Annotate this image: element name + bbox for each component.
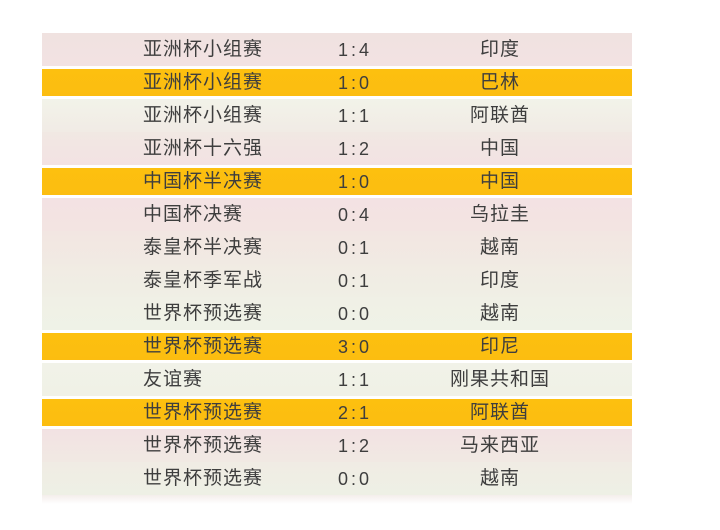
opponent-cell: 印尼	[479, 336, 520, 357]
opponent-cell: 越南	[479, 237, 520, 258]
table-row: 亚洲杯小组赛 1:0 巴林	[42, 66, 632, 99]
score-cell: 0:4	[337, 204, 373, 225]
table-row: 友谊赛 1:1 刚果共和国	[42, 363, 632, 396]
opponent-cell: 刚果共和国	[449, 369, 550, 390]
opponent-cell: 印度	[479, 39, 520, 60]
score-cell: 1:2	[337, 435, 373, 456]
opponent-cell: 阿联酋	[469, 105, 530, 126]
table-row: 世界杯预选赛 0:0 越南	[42, 462, 632, 495]
competition-cell: 世界杯预选赛	[143, 303, 264, 324]
competition-cell: 世界杯预选赛	[143, 402, 264, 423]
competition-cell: 亚洲杯小组赛	[143, 72, 264, 93]
opponent-cell: 越南	[479, 468, 520, 489]
table-row: 世界杯预选赛 3:0 印尼	[42, 330, 632, 363]
competition-cell: 友谊赛	[143, 369, 204, 390]
score-cell: 0:1	[337, 237, 373, 258]
table-row: 中国杯半决赛 1:0 中国	[42, 165, 632, 198]
opponent-cell: 马来西亚	[459, 435, 540, 456]
table-row: 世界杯预选赛 1:2 马来西亚	[42, 429, 632, 462]
score-cell: 0:1	[337, 270, 373, 291]
table-row: 泰皇杯季军战 0:1 印度	[42, 264, 632, 297]
score-cell: 0:0	[337, 303, 373, 324]
table-row: 中国杯决赛 0:4 乌拉圭	[42, 198, 632, 231]
opponent-cell: 中国	[479, 171, 520, 192]
table-row: 泰皇杯半决赛 0:1 越南	[42, 231, 632, 264]
competition-cell: 泰皇杯半决赛	[143, 237, 264, 258]
results-table: 亚洲杯小组赛 1:4 印度 亚洲杯小组赛 1:0 巴林 亚洲杯小组赛 1:1 阿…	[42, 33, 632, 495]
score-cell: 1:4	[337, 39, 373, 60]
competition-cell: 泰皇杯季军战	[143, 270, 264, 291]
score-cell: 1:1	[337, 369, 373, 390]
score-cell: 2:1	[337, 402, 373, 423]
opponent-cell: 越南	[479, 303, 520, 324]
competition-cell: 世界杯预选赛	[143, 336, 264, 357]
competition-cell: 世界杯预选赛	[143, 435, 264, 456]
score-cell: 1:2	[337, 138, 373, 159]
opponent-cell: 印度	[479, 270, 520, 291]
table-row: 世界杯预选赛 0:0 越南	[42, 297, 632, 330]
score-cell: 1:1	[337, 105, 373, 126]
competition-cell: 中国杯半决赛	[143, 171, 264, 192]
table-row: 亚洲杯十六强 1:2 中国	[42, 132, 632, 165]
competition-cell: 亚洲杯小组赛	[143, 39, 264, 60]
score-cell: 3:0	[337, 336, 373, 357]
opponent-cell: 乌拉圭	[469, 204, 530, 225]
score-cell: 0:0	[337, 468, 373, 489]
opponent-cell: 阿联酋	[469, 402, 530, 423]
score-cell: 1:0	[337, 171, 373, 192]
table-row: 亚洲杯小组赛 1:4 印度	[42, 33, 632, 66]
opponent-cell: 中国	[479, 138, 520, 159]
competition-cell: 中国杯决赛	[143, 204, 244, 225]
table-bottom-fade	[42, 495, 632, 504]
opponent-cell: 巴林	[479, 72, 520, 93]
competition-cell: 世界杯预选赛	[143, 468, 264, 489]
table-row: 世界杯预选赛 2:1 阿联酋	[42, 396, 632, 429]
score-cell: 1:0	[337, 72, 373, 93]
competition-cell: 亚洲杯小组赛	[143, 105, 264, 126]
table-row: 亚洲杯小组赛 1:1 阿联酋	[42, 99, 632, 132]
competition-cell: 亚洲杯十六强	[143, 138, 264, 159]
